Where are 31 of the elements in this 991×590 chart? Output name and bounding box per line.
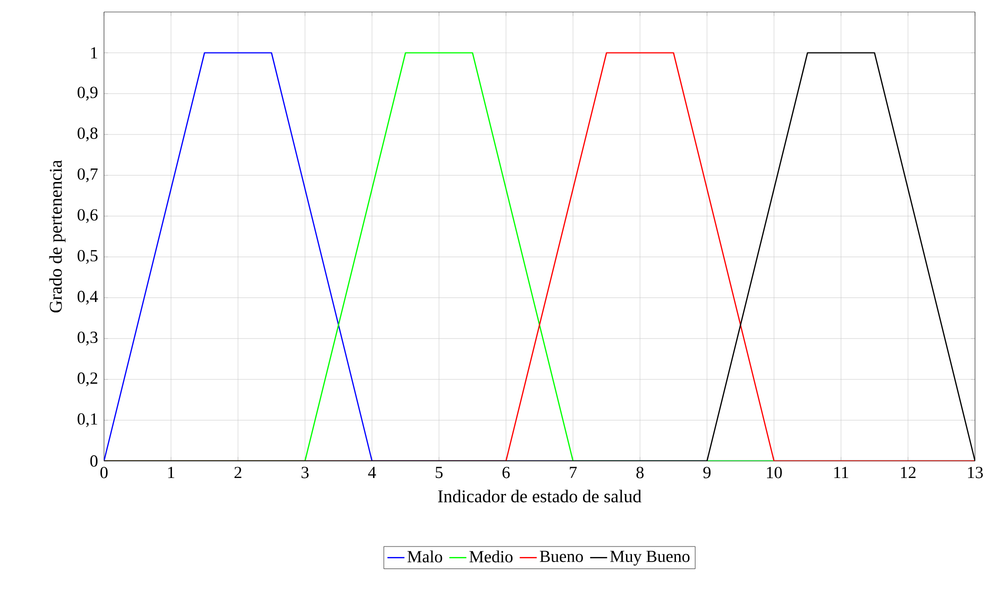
x-tick-label: 9	[703, 466, 711, 478]
x-tick-label: 8	[636, 466, 644, 478]
y-tick-label: 0,8	[78, 128, 98, 142]
x-tick-label: 1	[168, 466, 174, 478]
legend-label: Malo	[408, 550, 442, 562]
y-tick-label: 0,2	[78, 372, 98, 386]
legend-label: Bueno	[540, 550, 583, 562]
x-tick-label: 0	[100, 466, 108, 478]
x-tick-label: 3	[302, 466, 309, 478]
x-tick-label: 12	[901, 466, 916, 478]
x-tick-label: 13	[968, 466, 983, 478]
x-tick-label: 2	[234, 466, 242, 478]
legend-label: Muy Bueno	[610, 550, 690, 566]
y-tick-label: 0,4	[78, 290, 98, 305]
legend-label: Medio	[469, 550, 513, 562]
y-tick-label: 0	[90, 455, 98, 467]
x-tick-label: 6	[502, 466, 510, 478]
y-tick-label: 0,5	[78, 250, 98, 264]
x-tick-label: 4	[368, 466, 376, 478]
x-tick-label: 7	[570, 466, 577, 478]
y-tick-label: 0,7	[78, 168, 98, 182]
y-tick-label: 0,9	[78, 86, 98, 101]
y-tick-label: 1	[91, 47, 98, 58]
y-tick-label: 0,6	[78, 209, 98, 224]
y-axis-title: Grado de pertenencia	[49, 160, 66, 312]
x-tick-label: 10	[767, 466, 782, 478]
y-tick-label: 0,1	[78, 413, 98, 428]
x-axis-title: Indicador de estado de salud	[438, 490, 642, 502]
y-tick-label: 0,3	[78, 332, 98, 346]
x-tick-label: 5	[436, 466, 443, 478]
x-tick-label: 11	[834, 466, 848, 478]
